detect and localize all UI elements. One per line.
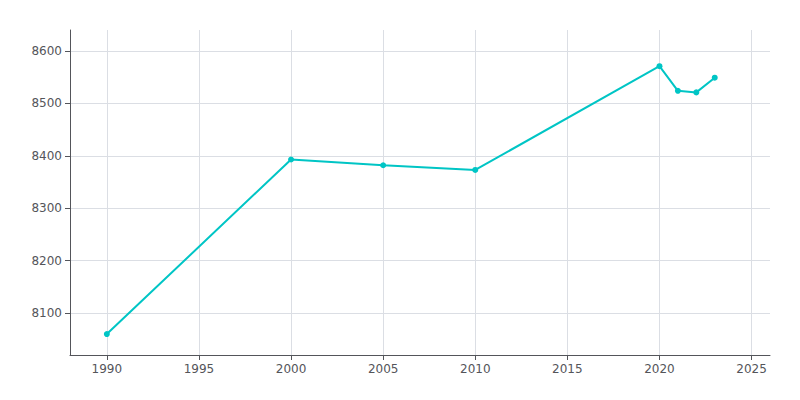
svg-text:2025: 2025	[736, 362, 767, 376]
svg-text:8400: 8400	[31, 149, 62, 163]
svg-text:1990: 1990	[92, 362, 123, 376]
svg-text:8500: 8500	[31, 96, 62, 110]
svg-text:2010: 2010	[460, 362, 491, 376]
svg-text:2015: 2015	[552, 362, 583, 376]
svg-text:2000: 2000	[276, 362, 307, 376]
svg-text:8600: 8600	[31, 44, 62, 58]
svg-text:8300: 8300	[31, 201, 62, 215]
svg-text:8100: 8100	[31, 306, 62, 320]
svg-text:1995: 1995	[184, 362, 215, 376]
svg-text:2020: 2020	[644, 362, 675, 376]
svg-text:8200: 8200	[31, 254, 62, 268]
svg-text:2005: 2005	[368, 362, 399, 376]
